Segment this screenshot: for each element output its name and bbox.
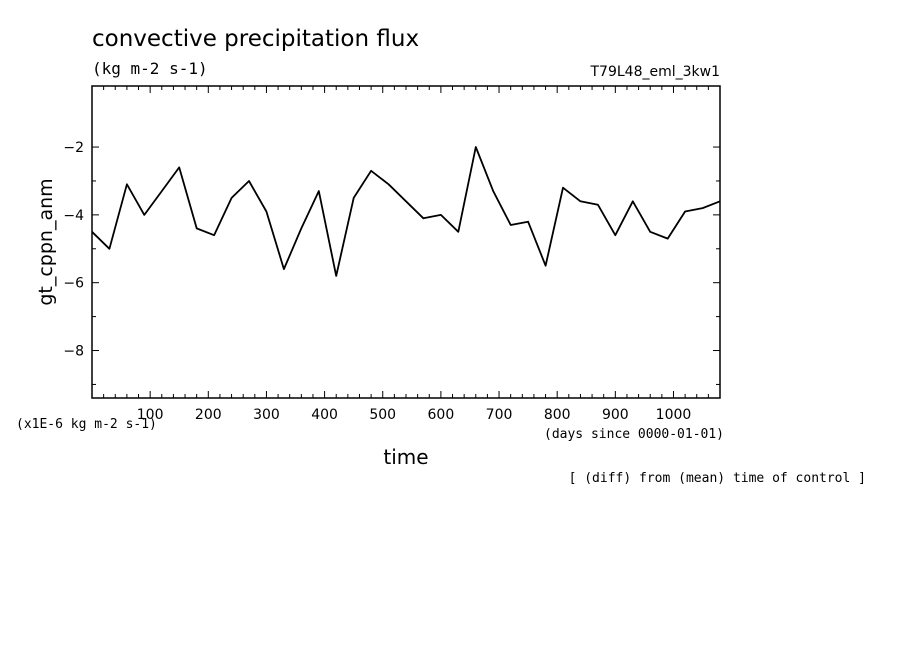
series-line — [91, 146, 721, 277]
y-unit-label: (x1E-6 kg m-2 s-1) — [16, 417, 157, 432]
run-label: T79L48_eml_3kw1 — [590, 64, 721, 80]
y-tick-labels: −2 −4 −6 −8 — [63, 140, 84, 359]
x-tick-label: 500 — [369, 407, 396, 423]
x-tick-label: 900 — [602, 407, 629, 423]
x-tick-label: 700 — [486, 407, 513, 423]
y-tick-label: −8 — [63, 344, 84, 360]
y-tick-label: −6 — [63, 276, 84, 292]
x-tick-label: 200 — [195, 407, 222, 423]
chart-title: convective precipitation flux — [92, 26, 419, 52]
x-tick-label: 600 — [428, 407, 455, 423]
x-axis-label: time — [383, 445, 428, 469]
series-group — [91, 146, 721, 277]
x-tick-label: 100 — [137, 407, 164, 423]
axis-ticks — [91, 86, 721, 398]
x-tick-label: 1000 — [656, 407, 692, 423]
y-axis-label: gt_cppn_anm — [35, 178, 57, 305]
x-tick-label: 400 — [311, 407, 338, 423]
x-tick-label: 300 — [253, 407, 280, 423]
x-tick-label: 800 — [544, 407, 571, 423]
chart-subtitle: (kg m-2 s-1) — [92, 59, 208, 78]
x-tick-labels: 100 200 300 400 500 600 700 800 900 1000 — [137, 407, 692, 423]
y-tick-label: −2 — [63, 140, 84, 156]
y-tick-label: −4 — [63, 208, 84, 224]
plot-frame — [91, 85, 721, 399]
footnote: [ (diff) from (mean) time of control ] — [569, 471, 866, 486]
x-unit-label: (days since 0000-01-01) — [544, 427, 724, 442]
